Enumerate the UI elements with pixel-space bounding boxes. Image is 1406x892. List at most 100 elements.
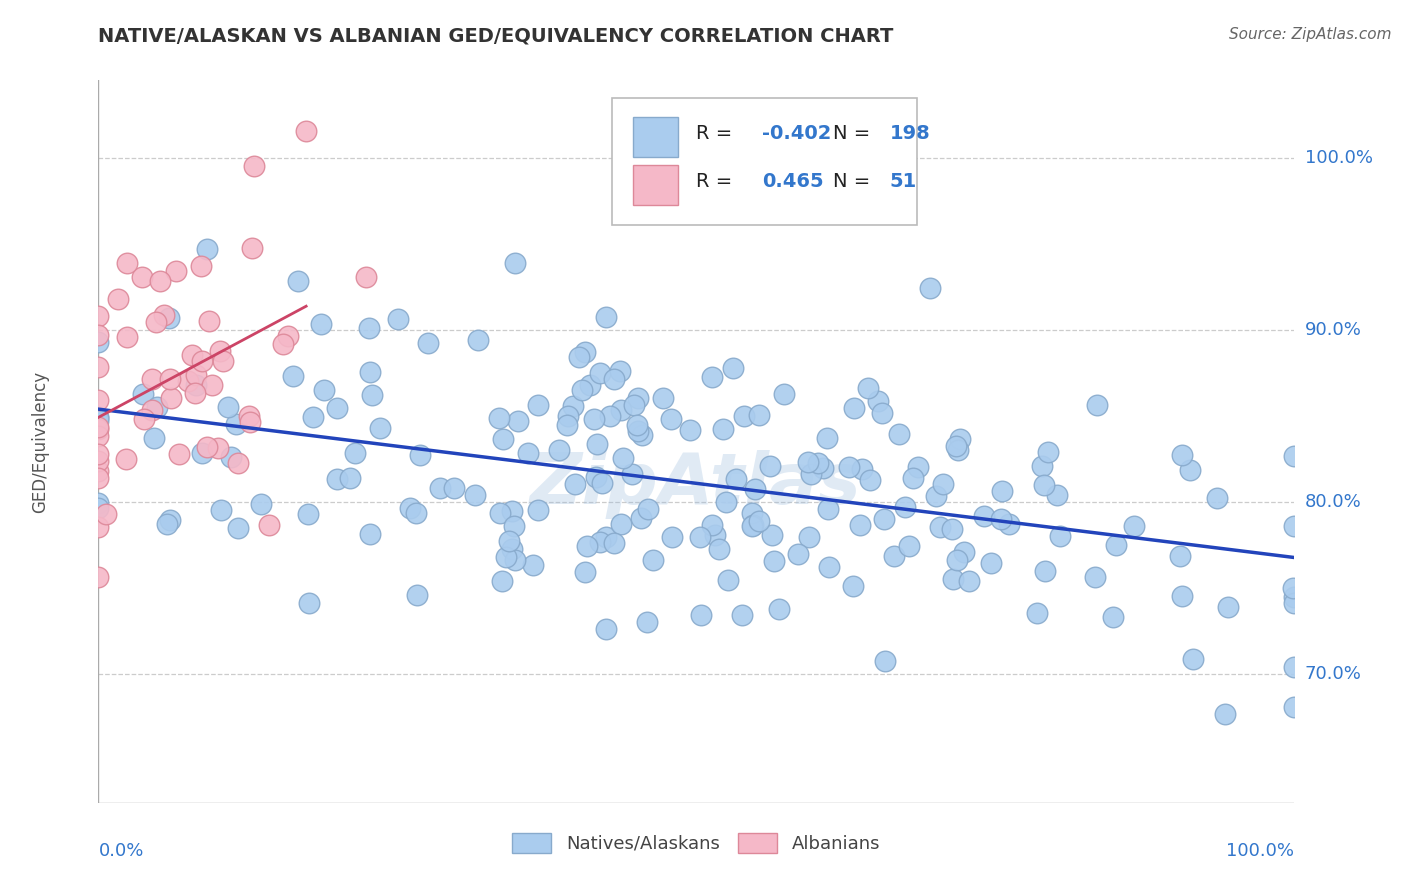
Point — [564, 476, 586, 491]
Point — [931, 477, 953, 491]
Point — [621, 467, 644, 481]
Point — [87, 422, 110, 436]
Point — [309, 317, 332, 331]
Point — [761, 528, 783, 542]
FancyBboxPatch shape — [613, 98, 917, 225]
Text: N =: N = — [834, 123, 870, 143]
Point — [702, 369, 724, 384]
Point — [354, 269, 377, 284]
Point — [1282, 699, 1305, 714]
Text: 100.0%: 100.0% — [1226, 842, 1294, 860]
Point — [240, 241, 263, 255]
Point — [949, 432, 972, 446]
Text: GED/Equivalency: GED/Equivalency — [31, 370, 49, 513]
Point — [87, 453, 110, 467]
Point — [506, 414, 529, 428]
Point — [491, 574, 513, 588]
Point — [207, 442, 229, 456]
Point — [721, 360, 744, 375]
Point — [87, 411, 110, 425]
Point — [87, 464, 110, 478]
Point — [94, 507, 117, 521]
Point — [1282, 660, 1305, 674]
Point — [807, 456, 830, 470]
Point — [741, 506, 763, 520]
Point — [1205, 491, 1227, 505]
Point — [990, 512, 1012, 526]
Point — [181, 349, 204, 363]
Point — [1281, 581, 1303, 595]
Point — [177, 374, 200, 388]
Point — [87, 420, 110, 434]
Point — [595, 310, 617, 324]
Point — [159, 391, 181, 405]
Point — [277, 329, 299, 343]
Point — [184, 377, 207, 392]
Point — [298, 596, 321, 610]
Point — [159, 513, 181, 527]
Point — [595, 622, 617, 636]
Point — [817, 501, 839, 516]
Point — [429, 481, 451, 495]
Point — [1178, 463, 1201, 477]
Point — [87, 327, 110, 342]
Point — [326, 401, 349, 415]
Point — [851, 461, 873, 475]
Point — [901, 471, 924, 485]
Text: -0.402: -0.402 — [762, 123, 831, 143]
Point — [408, 448, 430, 462]
Point — [87, 500, 110, 515]
Point — [731, 608, 754, 623]
Point — [602, 372, 624, 386]
Point — [502, 518, 524, 533]
Point — [359, 365, 381, 379]
Point — [516, 446, 538, 460]
Point — [661, 530, 683, 544]
Point — [817, 559, 839, 574]
Point — [659, 412, 682, 426]
Point — [744, 482, 766, 496]
Point — [273, 337, 295, 351]
Point — [326, 472, 349, 486]
Point — [643, 553, 665, 567]
Point — [190, 259, 212, 273]
Point — [1031, 458, 1053, 473]
Point — [589, 534, 612, 549]
Point — [157, 310, 180, 325]
Point — [295, 124, 318, 138]
Point — [159, 372, 181, 386]
Point — [787, 548, 810, 562]
Point — [1123, 519, 1146, 533]
Point — [585, 469, 607, 483]
Point — [495, 549, 517, 564]
Point — [1171, 448, 1194, 462]
Point — [225, 417, 247, 432]
Point — [226, 456, 249, 470]
Point — [243, 159, 266, 173]
Point — [742, 518, 765, 533]
Point — [630, 510, 652, 524]
Point — [997, 516, 1019, 531]
Point — [184, 385, 207, 400]
Point — [492, 432, 515, 446]
Point — [724, 472, 747, 486]
Point — [153, 308, 176, 322]
Point — [217, 400, 239, 414]
Point — [623, 398, 645, 412]
Point — [87, 428, 110, 442]
Text: 100.0%: 100.0% — [1305, 149, 1372, 167]
Point — [141, 402, 163, 417]
Point — [946, 553, 969, 567]
Point — [1181, 652, 1204, 666]
Point — [443, 481, 465, 495]
Point — [1033, 564, 1056, 578]
Point — [1087, 398, 1109, 412]
Point — [582, 412, 605, 426]
Point — [131, 270, 153, 285]
Point — [209, 503, 232, 517]
Point — [748, 408, 770, 422]
Point — [592, 476, 614, 491]
Point — [526, 503, 548, 517]
Point — [219, 450, 242, 464]
Point — [226, 521, 249, 535]
